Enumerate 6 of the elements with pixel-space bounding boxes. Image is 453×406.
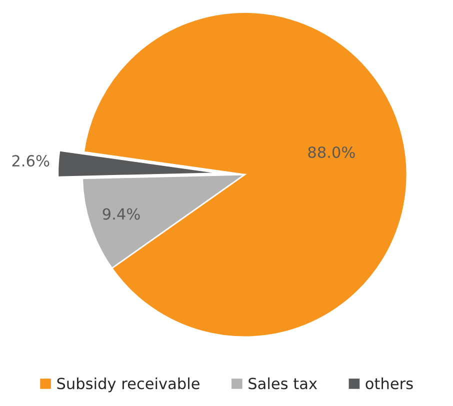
legend-label: others	[366, 377, 413, 390]
data-label: 88.0%	[308, 146, 355, 158]
legend-label: Sales tax	[248, 377, 318, 390]
data-label: 2.6%	[12, 155, 50, 167]
data-label: 9.4%	[102, 208, 140, 220]
legend-label: Subsidy receivable	[57, 377, 200, 392]
